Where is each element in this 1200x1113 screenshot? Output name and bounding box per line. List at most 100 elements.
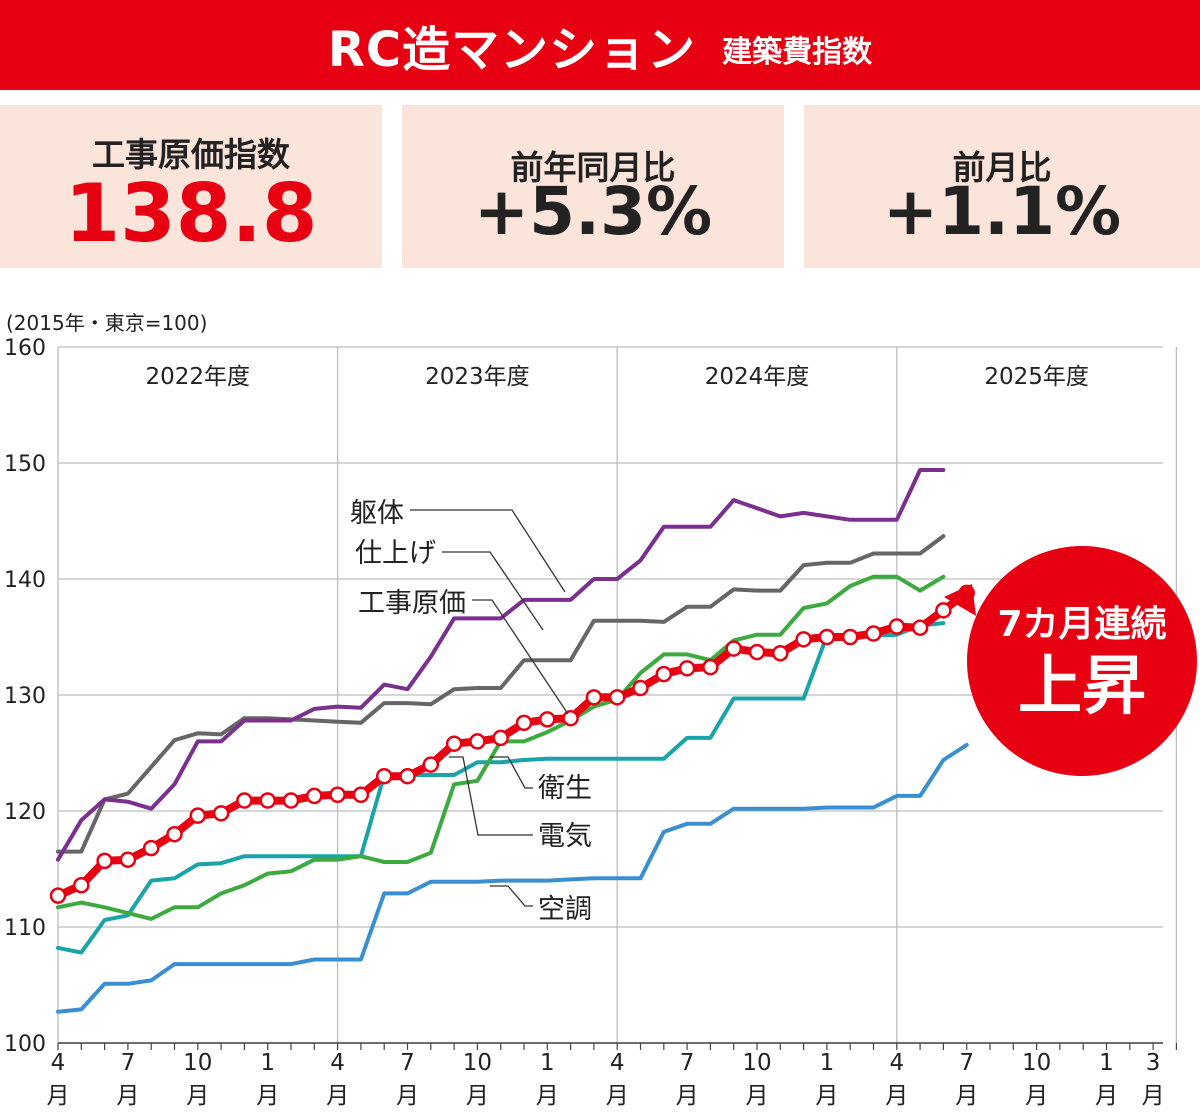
leader-line [472, 599, 569, 715]
cost-marker [888, 618, 906, 635]
cost-marker [469, 733, 486, 750]
x-tick-suffix: 月 [746, 1083, 769, 1109]
cost-marker [49, 887, 67, 904]
cost-marker [772, 644, 789, 662]
series-label: 躯体 [350, 498, 404, 529]
leader-line [490, 756, 533, 789]
x-tick-suffix: 月 [186, 1083, 209, 1109]
cost-marker [539, 711, 556, 728]
summary-label: 前月比 [952, 148, 1052, 187]
cost-marker [375, 767, 393, 785]
summary-value: +5.3% [473, 173, 713, 250]
summary-value: +1.1% [882, 173, 1122, 250]
series-label: 電気 [538, 821, 592, 852]
x-tick-suffix: 月 [536, 1083, 559, 1109]
cost-marker [166, 825, 183, 843]
cost-marker [585, 689, 603, 706]
cost-marker [492, 729, 509, 747]
cost-marker [655, 665, 673, 683]
cost-marker [515, 714, 533, 732]
cost-marker [329, 786, 346, 804]
callout-circle [967, 546, 1197, 776]
series-line-空調 [56, 742, 969, 1014]
x-tick-suffix: 月 [1025, 1083, 1048, 1109]
x-tick-suffix: 月 [606, 1083, 629, 1109]
cost-marker [142, 839, 160, 857]
summary-box-mom: 前月比 +1.1% [804, 105, 1200, 268]
fiscal-year-label: 2024年度 [705, 364, 810, 390]
x-tick-month: 7 [400, 1050, 415, 1076]
x-tick-month: 3 [1146, 1050, 1161, 1076]
x-tick-suffix: 月 [815, 1083, 838, 1109]
summary-label: 前年同月比 [510, 148, 676, 187]
fiscal-year-label: 2025年度 [984, 364, 1089, 390]
x-tick-month: 10 [183, 1050, 212, 1076]
page-subtitle: 建築費指数 [722, 35, 873, 70]
x-tick-month: 7 [959, 1050, 974, 1076]
x-tick-month: 1 [260, 1050, 275, 1076]
y-tick-label: 100 [4, 1032, 46, 1057]
callout-line1: 7カ月連続 [997, 604, 1166, 645]
x-tick-month: 4 [51, 1050, 66, 1076]
series-label: 衛生 [538, 773, 592, 804]
callout-pointer [944, 584, 976, 616]
x-tick-suffix: 月 [466, 1083, 489, 1109]
y-tick-label: 140 [4, 568, 46, 593]
series-label: 仕上げ [355, 538, 436, 569]
x-tick-suffix: 月 [676, 1083, 699, 1109]
x-tick-suffix: 月 [955, 1083, 978, 1109]
cost-marker [795, 631, 812, 648]
x-tick-month: 10 [1022, 1050, 1051, 1076]
callout-badge: 7カ月連続 上昇 [944, 546, 1197, 776]
leader-line [442, 551, 544, 631]
y-tick-label: 150 [4, 452, 46, 477]
cost-marker [119, 851, 137, 868]
cost-marker [189, 807, 207, 824]
cost-marker [562, 709, 579, 727]
series-line-躯体 [56, 468, 946, 862]
cost-marker [96, 852, 113, 870]
cost-marker [352, 786, 370, 804]
series-line-仕上げ [56, 534, 946, 854]
x-tick-suffix: 月 [256, 1083, 279, 1109]
cost-marker [282, 792, 300, 809]
y-tick-label: 160 [4, 336, 46, 361]
callout-line2: 上昇 [1018, 650, 1146, 724]
x-tick-suffix: 月 [1142, 1083, 1165, 1109]
leader-line [410, 509, 566, 593]
cost-marker [259, 792, 276, 809]
x-tick-month: 4 [610, 1050, 625, 1076]
cost-marker [748, 643, 766, 661]
title-banner: RC造マンション 建築費指数 [0, 0, 1200, 90]
y-tick-label: 110 [4, 916, 46, 941]
x-tick-month: 7 [680, 1050, 695, 1076]
cost-marker [236, 792, 253, 809]
cost-marker [73, 876, 90, 894]
unit-note: (2015年・東京=100) [6, 311, 207, 335]
y-tick-label: 120 [4, 800, 46, 825]
series-line-衛生 [56, 621, 946, 955]
x-tick-suffix: 月 [885, 1083, 908, 1109]
x-tick-suffix: 月 [116, 1083, 139, 1109]
cost-marker [632, 679, 649, 697]
series-line-工事原価 [54, 588, 971, 900]
x-tick-month: 10 [742, 1050, 771, 1076]
cost-marker [212, 805, 230, 822]
cost-marker [911, 619, 929, 636]
x-tick-suffix: 月 [326, 1083, 349, 1109]
x-tick-month: 1 [540, 1050, 555, 1076]
cost-marker [865, 625, 882, 642]
y-tick-label: 130 [4, 684, 46, 709]
leader-line [449, 756, 533, 836]
cost-marker [702, 658, 719, 676]
series-label: 工事原価 [358, 588, 466, 619]
x-tick-suffix: 月 [396, 1083, 419, 1109]
cost-marker [841, 628, 859, 646]
fiscal-year-label: 2023年度 [425, 364, 530, 390]
summary-label: 工事原価指数 [92, 135, 290, 174]
x-tick-month: 4 [889, 1050, 904, 1076]
cost-marker [678, 660, 696, 677]
